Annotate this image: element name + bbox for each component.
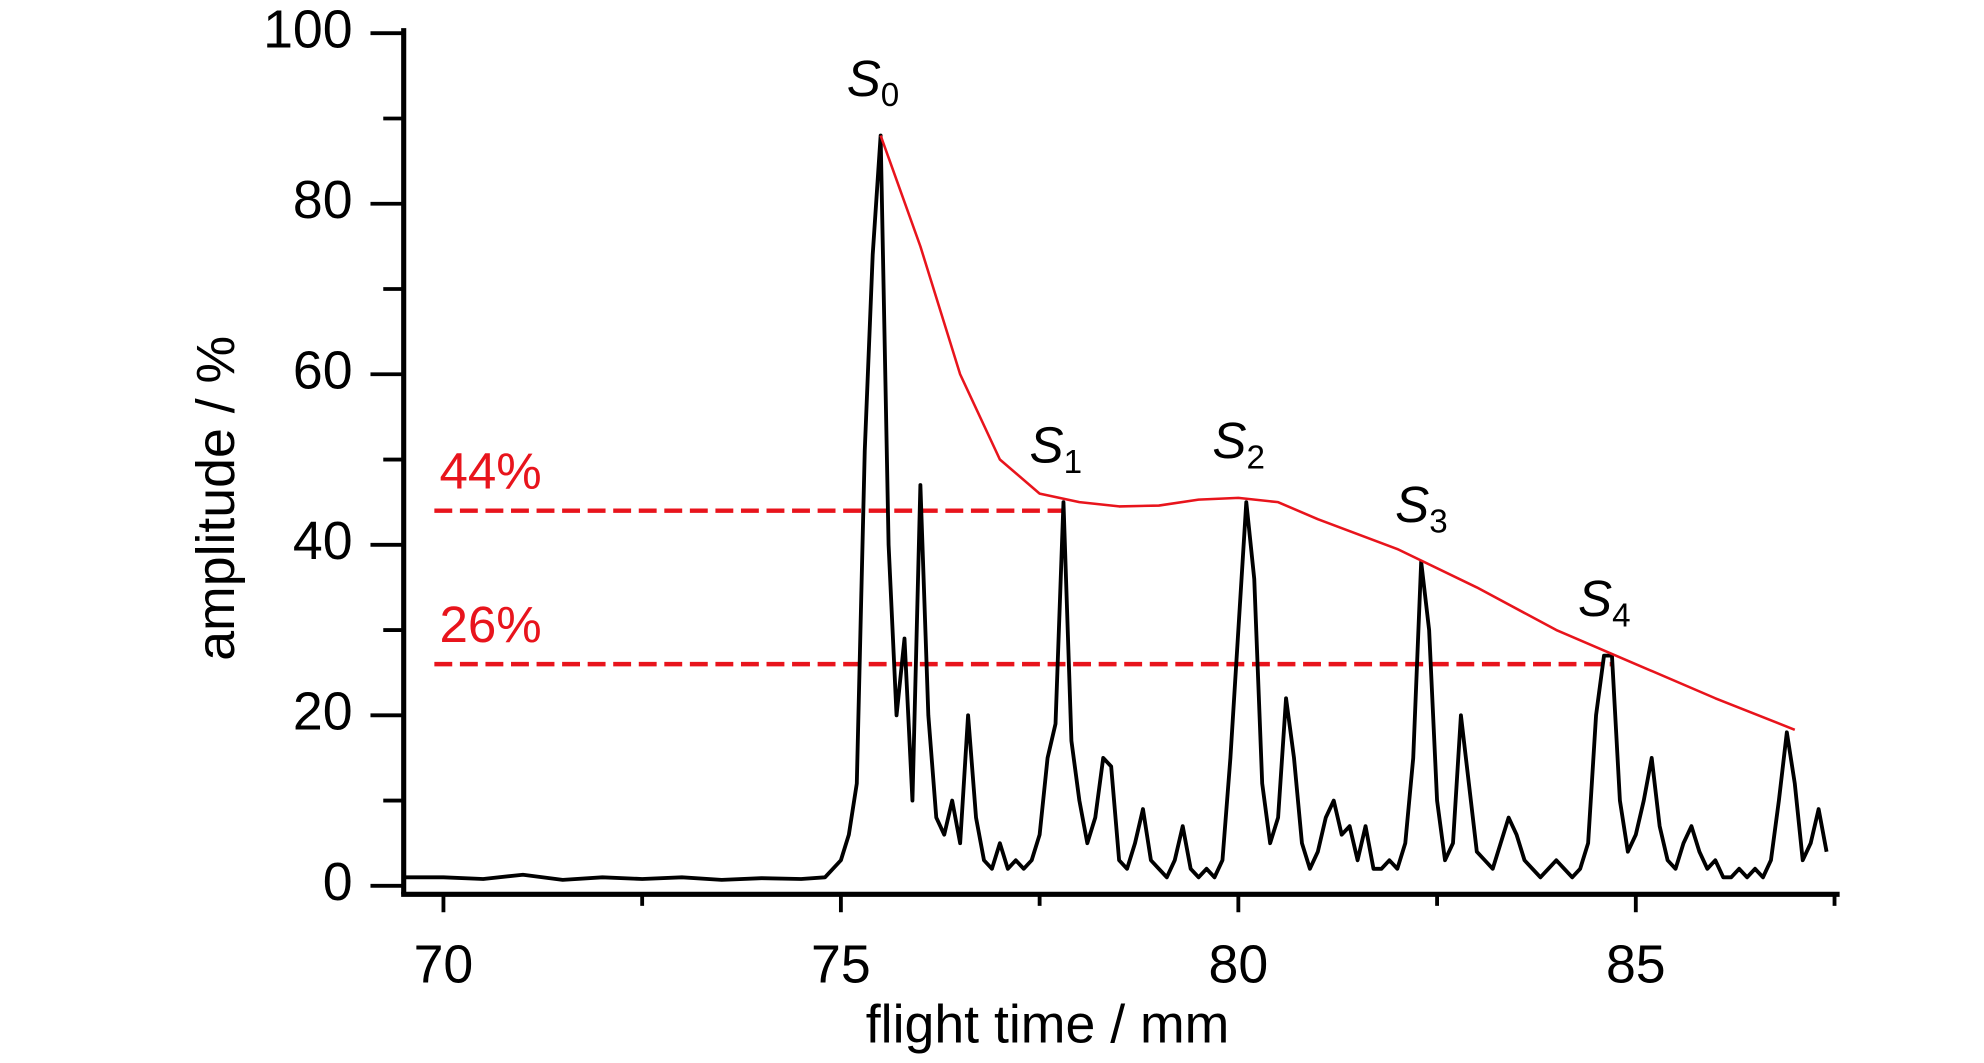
y-tick-label: 40 bbox=[293, 511, 353, 571]
peak-subscript: 4 bbox=[1612, 597, 1630, 634]
signal-line bbox=[403, 133, 1829, 882]
peak-letter: S bbox=[1578, 569, 1612, 626]
peak-subscript: 0 bbox=[881, 77, 899, 114]
y-tick-label: 60 bbox=[293, 340, 353, 400]
x-tick-label: 70 bbox=[414, 935, 474, 995]
reference-label: 44% bbox=[439, 442, 541, 499]
reference-label: 26% bbox=[439, 596, 541, 653]
peak-annotation: S0 bbox=[847, 49, 900, 114]
y-tick-label: 100 bbox=[263, 0, 352, 59]
peak-subscript: 2 bbox=[1246, 439, 1264, 476]
y-axis-label: amplitude / % bbox=[186, 336, 246, 661]
peak-letter: S bbox=[1030, 416, 1064, 473]
y-tick-label: 0 bbox=[323, 852, 353, 912]
x-tick-label: 85 bbox=[1606, 935, 1666, 995]
peak-annotation: S3 bbox=[1395, 476, 1448, 541]
x-tick-label: 80 bbox=[1209, 935, 1269, 995]
peak-annotation: S4 bbox=[1578, 569, 1631, 634]
peak-letter: S bbox=[1212, 412, 1246, 469]
y-tick-label: 80 bbox=[293, 170, 353, 230]
peak-letter: S bbox=[847, 49, 881, 106]
peak-subscript: 1 bbox=[1064, 444, 1082, 481]
peak-annotation: S1 bbox=[1030, 416, 1083, 481]
peak-annotation: S2 bbox=[1212, 412, 1265, 477]
envelope-line bbox=[879, 135, 1796, 731]
x-axis-label: flight time / mm bbox=[866, 995, 1230, 1055]
y-tick-label: 20 bbox=[293, 681, 353, 741]
peak-letter: S bbox=[1395, 476, 1429, 533]
x-tick-label: 75 bbox=[811, 935, 871, 995]
peak-subscript: 3 bbox=[1429, 503, 1447, 540]
